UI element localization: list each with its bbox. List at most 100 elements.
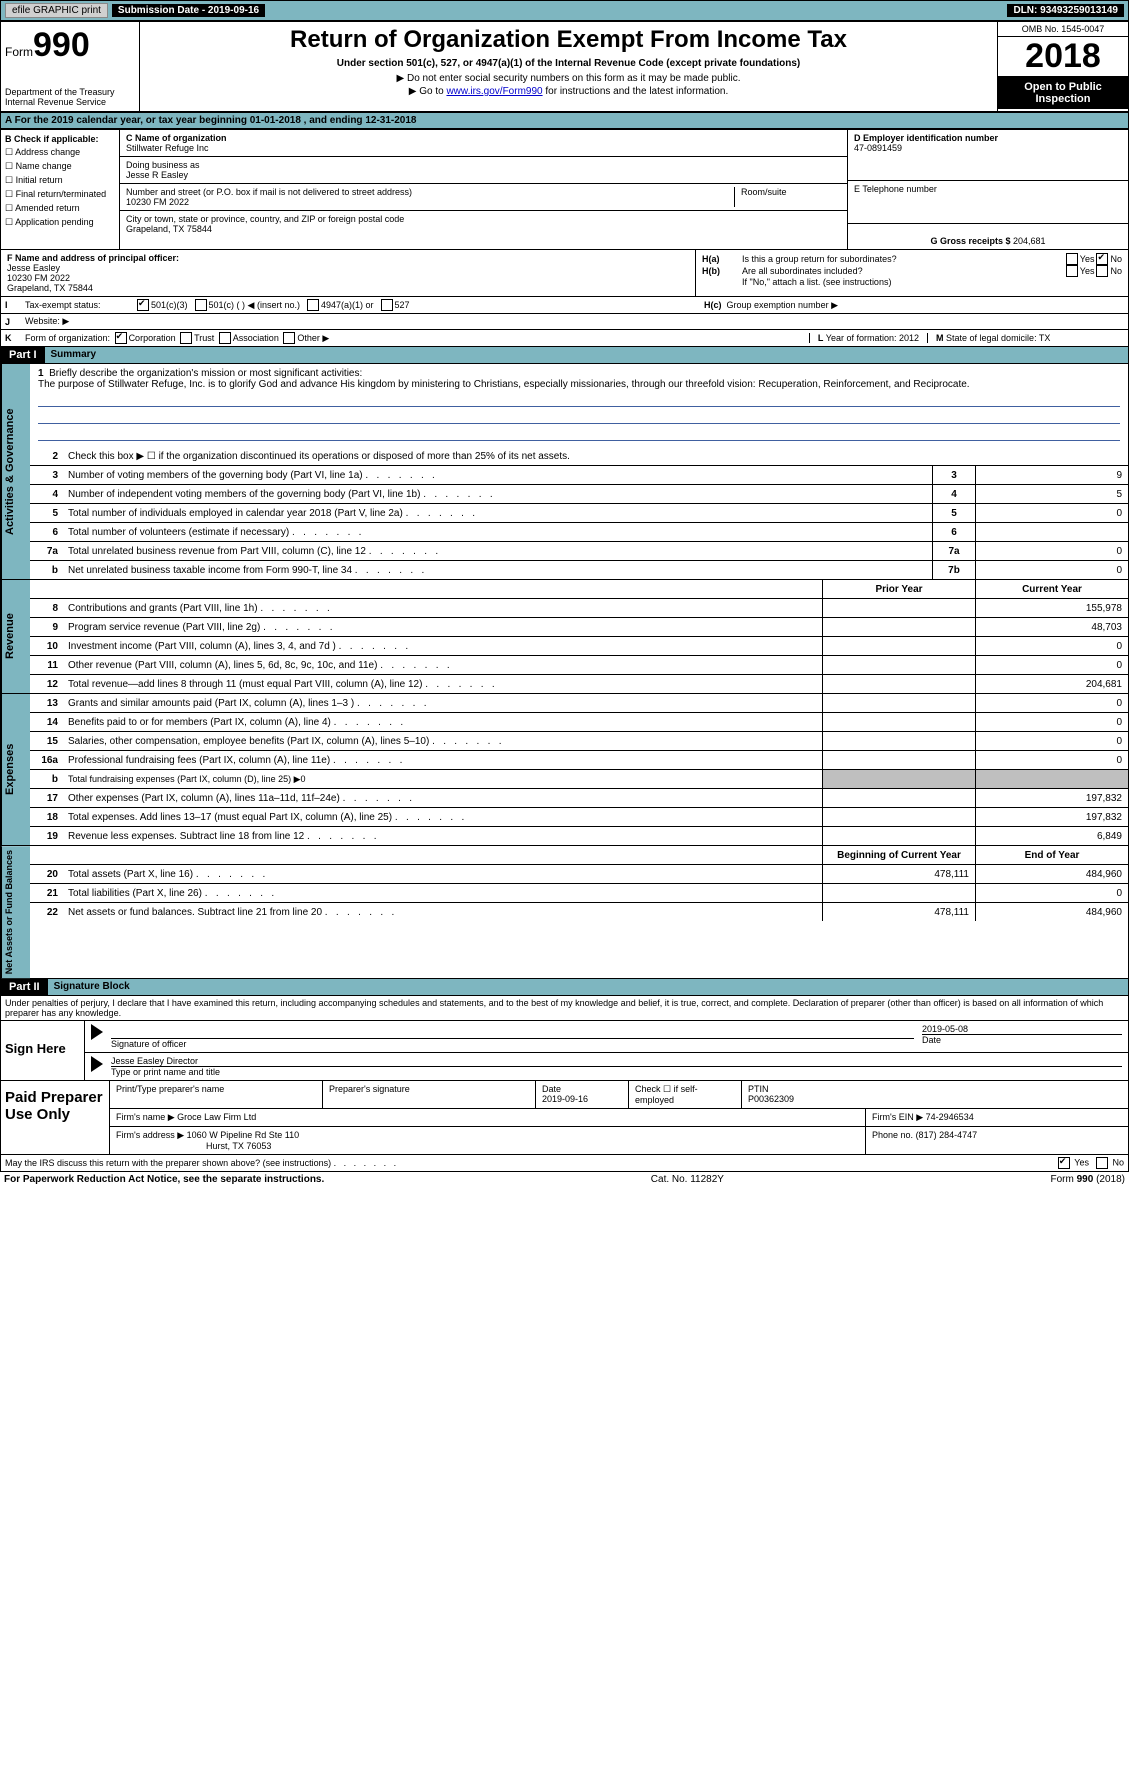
discuss-no[interactable] — [1096, 1157, 1108, 1169]
hb-yes[interactable] — [1066, 265, 1078, 277]
part2-header: Part II Signature Block — [0, 979, 1129, 996]
sub3-post: for instructions and the latest informat… — [543, 86, 729, 97]
ha-no[interactable] — [1096, 253, 1108, 265]
net-assets-section: Net Assets or Fund Balances Beginning of… — [0, 846, 1129, 979]
footer: For Paperwork Reduction Act Notice, see … — [0, 1172, 1129, 1187]
end-year-head: End of Year — [975, 846, 1128, 864]
i-501c3[interactable] — [137, 299, 149, 311]
dba-val: Jesse R Easley — [126, 170, 841, 180]
table-row: 18Total expenses. Add lines 13–17 (must … — [30, 808, 1128, 827]
table-row: 5Total number of individuals employed in… — [30, 504, 1128, 523]
officer-name: Jesse Easley — [7, 263, 689, 273]
sig-date: 2019-05-08 — [922, 1024, 1122, 1035]
box-c: C Name of organization Stillwater Refuge… — [120, 130, 847, 157]
gross-label: G Gross receipts $ — [930, 236, 1010, 246]
table-row: 13Grants and similar amounts paid (Part … — [30, 694, 1128, 713]
part2-name: Part II — [1, 979, 48, 995]
ptin: P00362309 — [748, 1094, 794, 1104]
k-text: Form of organization: — [25, 333, 110, 343]
efile-btn[interactable]: efile GRAPHIC print — [5, 3, 108, 18]
box-g: G Gross receipts $ 204,681 — [848, 224, 1128, 249]
section-a: A For the 2019 calendar year, or tax yea… — [0, 112, 1129, 129]
discuss-yes[interactable] — [1058, 1157, 1070, 1169]
table-row: 2Check this box ▶ ☐ if the organization … — [30, 447, 1128, 466]
city-label: City or town, state or province, country… — [126, 214, 841, 224]
table-row: 14Benefits paid to or for members (Part … — [30, 713, 1128, 732]
table-row: 11Other revenue (Part VIII, column (A), … — [30, 656, 1128, 675]
table-row: 6Total number of volunteers (estimate if… — [30, 523, 1128, 542]
ein-label: D Employer identification number — [854, 133, 1122, 143]
prep-h4: Check ☐ if self-employed — [629, 1081, 742, 1108]
k-assoc[interactable] — [219, 332, 231, 344]
i-4947[interactable] — [307, 299, 319, 311]
org-name: Stillwater Refuge Inc — [126, 143, 841, 153]
irs-link[interactable]: www.irs.gov/Form990 — [446, 86, 542, 97]
vlabel-gov: Activities & Governance — [1, 364, 30, 579]
col-b-head: B Check if applicable: — [5, 134, 115, 144]
l-text: Year of formation: 2012 — [826, 333, 919, 343]
phone-label: E Telephone number — [854, 184, 1122, 194]
officer-street: 10230 FM 2022 — [7, 273, 689, 283]
hc-label: H(c) — [704, 300, 722, 310]
prior-year-head: Prior Year — [822, 580, 975, 598]
table-row: bTotal fundraising expenses (Part IX, co… — [30, 770, 1128, 789]
firm-phone-label: Phone no. — [872, 1130, 913, 1140]
open-public: Open to Public Inspection — [998, 77, 1128, 109]
ha-label: H(a) — [702, 254, 742, 264]
table-row: 12Total revenue—add lines 8 through 11 (… — [30, 675, 1128, 693]
activities-governance: Activities & Governance 1 Briefly descri… — [0, 364, 1129, 580]
ha-text: Is this a group return for subordinates? — [742, 254, 1064, 264]
table-row: bNet unrelated business taxable income f… — [30, 561, 1128, 579]
submission-date: Submission Date - 2019-09-16 — [112, 4, 265, 17]
col-b: B Check if applicable: ☐ Address change … — [1, 130, 120, 249]
header-grid: B Check if applicable: ☐ Address change … — [0, 129, 1129, 250]
na-header: Beginning of Current Year End of Year — [30, 846, 1128, 865]
l-label: L — [818, 333, 824, 343]
row-fh: F Name and address of principal officer:… — [0, 250, 1129, 297]
preparer-block: Paid Preparer Use Only Print/Type prepar… — [0, 1081, 1129, 1155]
i-label: I — [5, 300, 25, 310]
k-label: K — [5, 333, 25, 343]
i-501c[interactable] — [195, 299, 207, 311]
prep-h2: Preparer's signature — [323, 1081, 536, 1108]
chk-final: ☐ Final return/terminated — [5, 189, 115, 200]
firm-ein: 74-2946534 — [926, 1112, 974, 1122]
expenses-section: Expenses 13Grants and similar amounts pa… — [0, 694, 1129, 846]
table-row: 22Net assets or fund balances. Subtract … — [30, 903, 1128, 921]
top-bar: efile GRAPHIC print Submission Date - 20… — [0, 0, 1129, 21]
box-e: E Telephone number — [848, 181, 1128, 224]
dln: DLN: 93493259013149 — [1007, 4, 1124, 17]
k-trust[interactable] — [180, 332, 192, 344]
penalty-text: Under penalties of perjury, I declare th… — [0, 996, 1129, 1021]
row-j: J Website: ▶ — [0, 314, 1129, 330]
m-text: State of legal domicile: TX — [946, 333, 1050, 343]
form-number: 990 — [33, 26, 90, 64]
hb-no[interactable] — [1096, 265, 1108, 277]
i-527[interactable] — [381, 299, 393, 311]
prep-h1: Print/Type preparer's name — [110, 1081, 323, 1108]
hc-text: Group exemption number ▶ — [727, 300, 838, 310]
officer-label: F Name and address of principal officer: — [7, 253, 689, 263]
firm-addr2: Hurst, TX 76053 — [116, 1141, 271, 1151]
addr-val: 10230 FM 2022 — [126, 197, 734, 207]
footer-left: For Paperwork Reduction Act Notice, see … — [4, 1174, 324, 1185]
ein-val: 47-0891459 — [854, 143, 1122, 153]
table-row: 9Program service revenue (Part VIII, lin… — [30, 618, 1128, 637]
ha-yes[interactable] — [1066, 253, 1078, 265]
rev-header: Prior Year Current Year — [30, 580, 1128, 599]
hb-label: H(b) — [702, 266, 742, 276]
footer-mid: Cat. No. 11282Y — [651, 1174, 724, 1185]
mission-lead: Briefly describe the organization's miss… — [49, 368, 362, 379]
city-box: City or town, state or province, country… — [120, 211, 847, 237]
prep-label: Paid Preparer Use Only — [1, 1081, 110, 1154]
mission-text: The purpose of Stillwater Refuge, Inc. i… — [38, 379, 970, 390]
hb-text: Are all subordinates included? — [742, 266, 1064, 276]
arrow-icon — [91, 1024, 103, 1040]
row-klm: K Form of organization: Corporation Trus… — [0, 330, 1129, 347]
mission-num: 1 — [38, 368, 44, 379]
table-row: 8Contributions and grants (Part VIII, li… — [30, 599, 1128, 618]
firm-addr-label: Firm's address ▶ — [116, 1130, 184, 1140]
k-other[interactable] — [283, 332, 295, 344]
k-corp[interactable] — [115, 332, 127, 344]
officer-csz: Grapeland, TX 75844 — [7, 283, 689, 293]
